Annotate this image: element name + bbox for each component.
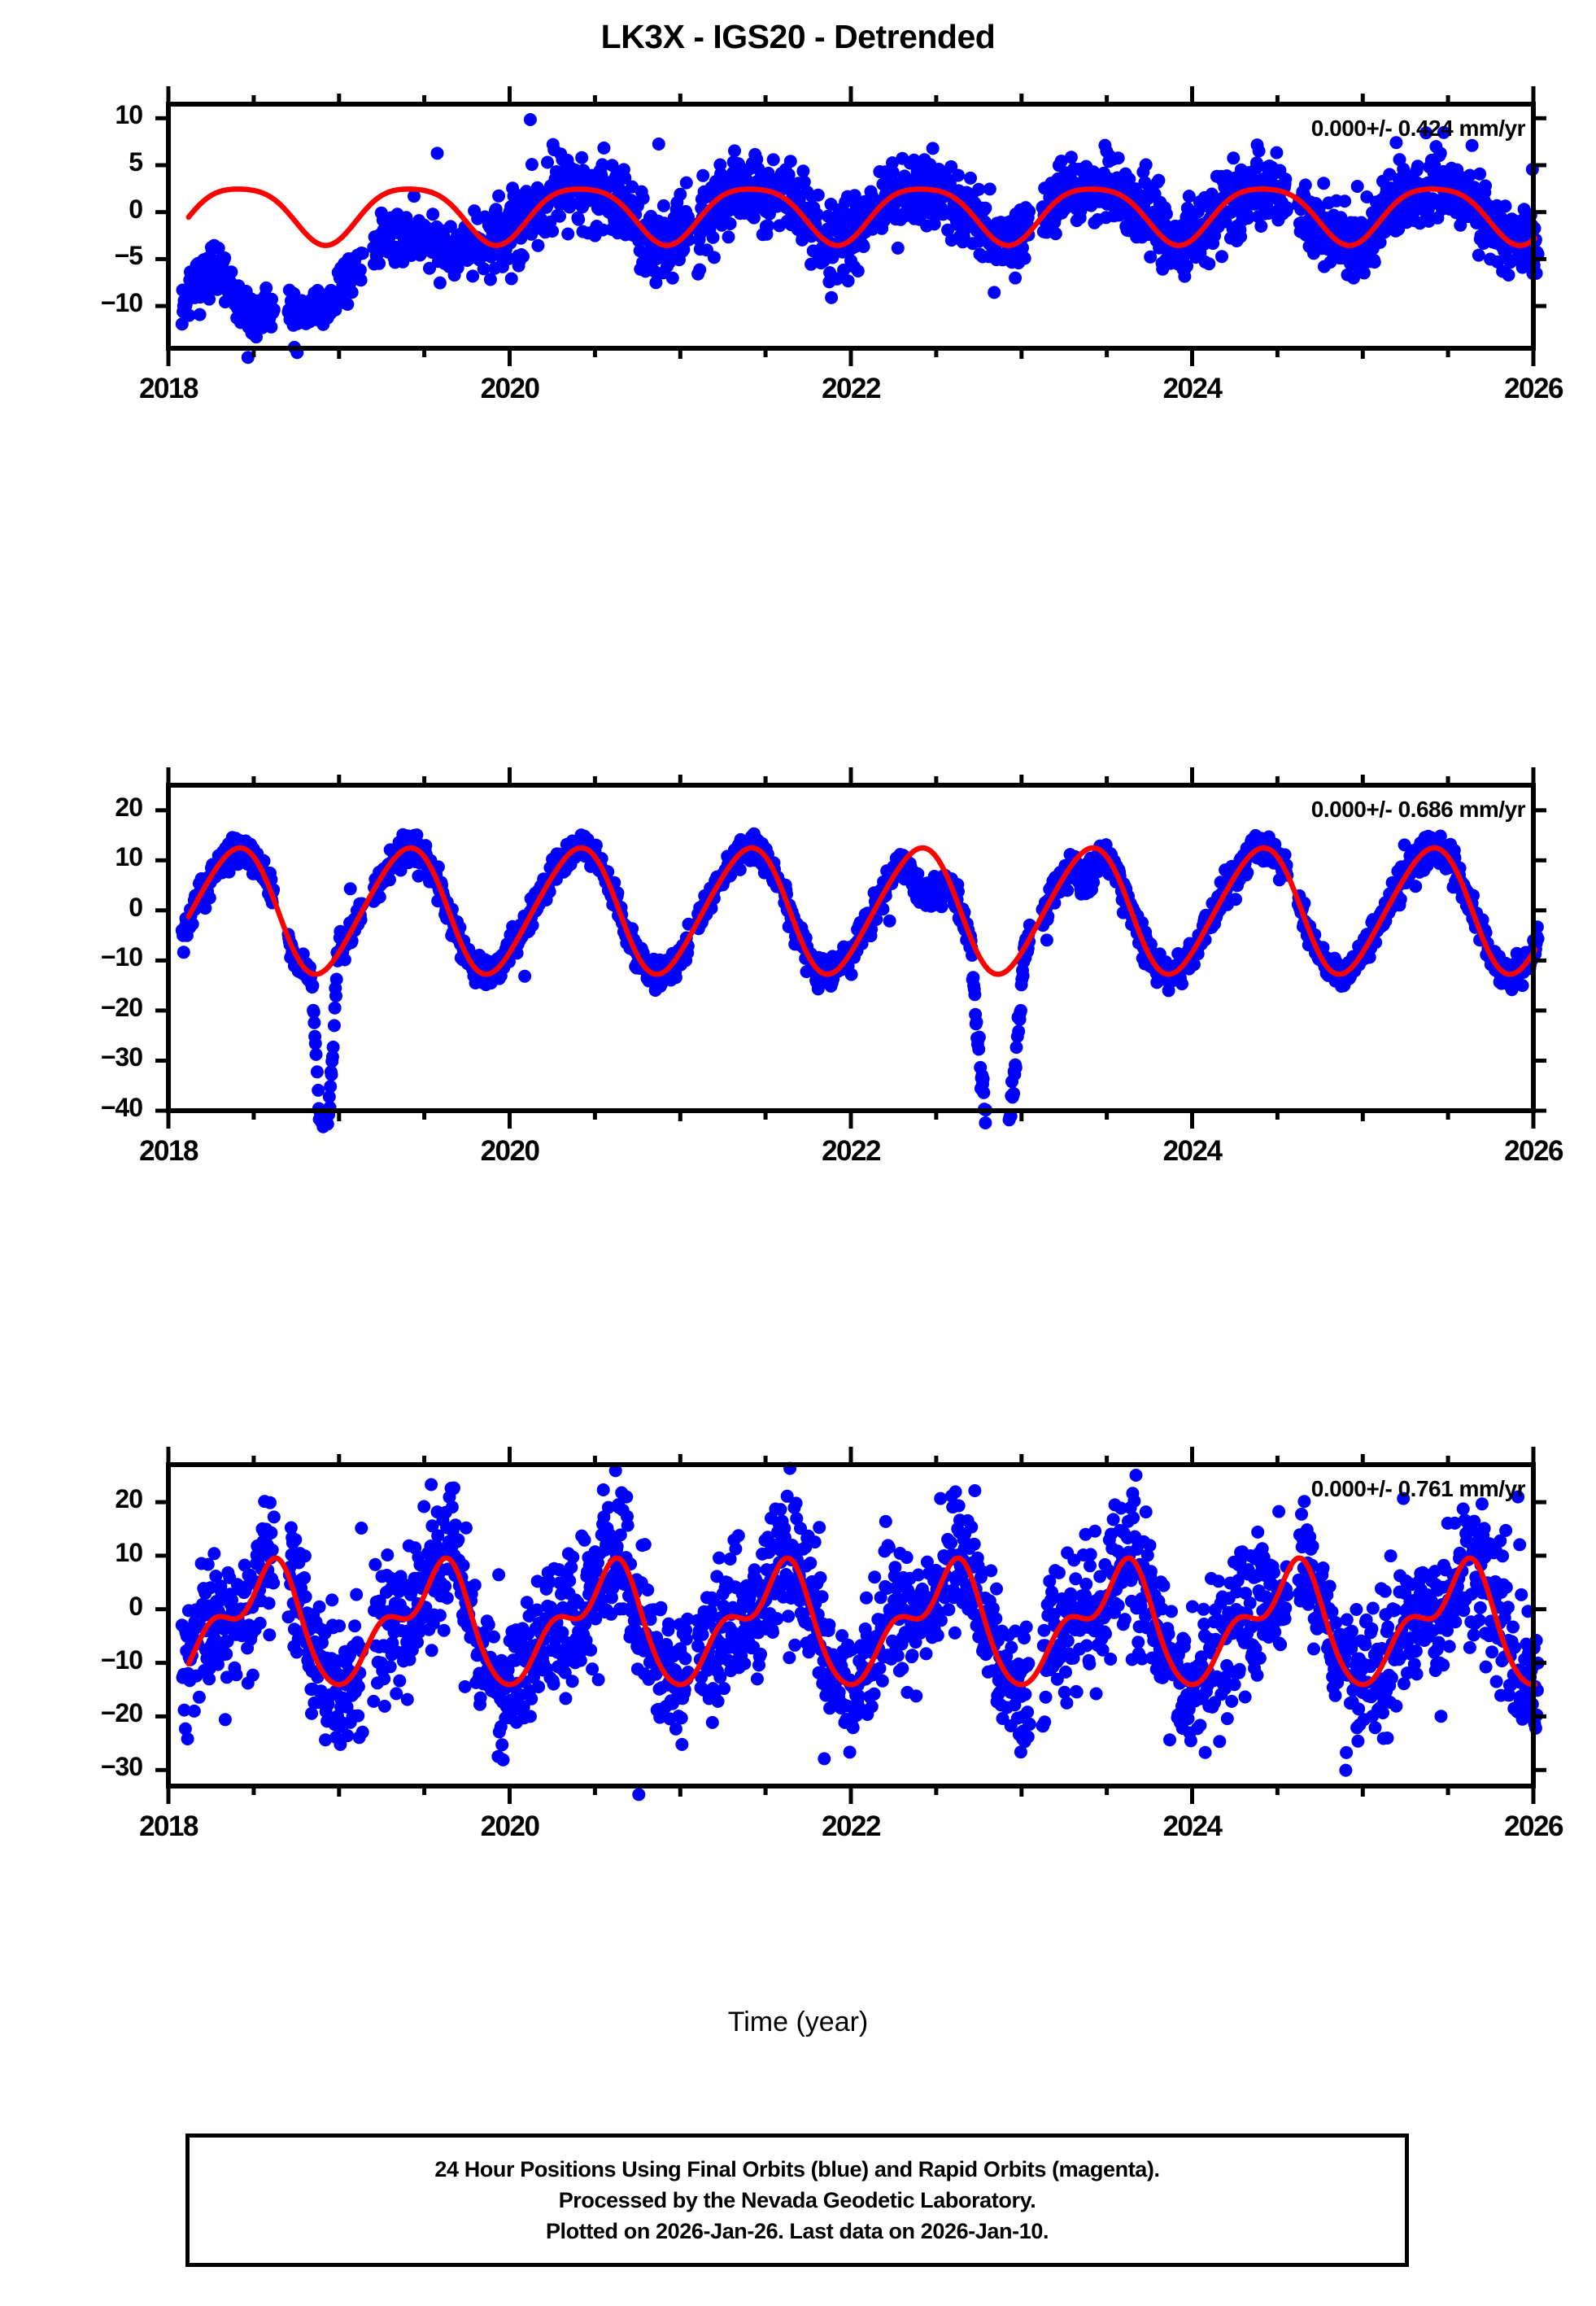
east-plot-svg [155,86,1546,366]
up-data-points [175,1461,1545,1802]
x-tick-label-north: 2022 [822,1135,881,1167]
y-tick-label-north: 10 [115,842,143,872]
x-tick-label-east: 2026 [1504,373,1563,404]
y-tick-label-east: −5 [114,241,143,271]
up-y-ticks [155,1500,1546,1772]
rate-annotation-up: 0.000+/- 0.761 mm/yr [1310,1476,1526,1501]
y-tick-label-east: 0 [129,194,143,224]
y-tick-label-north: 20 [115,792,143,822]
north-x-ticks [166,767,1536,1129]
x-tick-label-up: 2022 [822,1810,881,1842]
east-data-points [175,113,1545,365]
rate-annotation-north: 0.000+/- 0.686 mm/yr [1310,797,1526,822]
x-tick-label-east: 2020 [480,373,540,404]
x-tick-label-north: 2020 [480,1135,540,1167]
caption-line-2: Processed by the Nevada Geodetic Laborat… [558,2187,1036,2212]
y-tick-label-up: −30 [100,1752,143,1782]
caption-line-3: Plotted on 2026-Jan-26. Last data on 202… [545,2219,1049,2244]
north-plot-svg [155,767,1546,1133]
caption-box: 24 Hour Positions Using Final Orbits (bl… [185,2133,1409,2267]
panel-north [136,753,1566,1143]
rate-annotation-east: 0.000+/- 0.424 mm/yr [1310,116,1526,141]
x-tick-label-north: 2024 [1162,1135,1223,1167]
y-tick-label-up: −20 [100,1698,143,1728]
x-tick-label-up: 2026 [1504,1810,1563,1842]
y-tick-label-north: −30 [100,1042,143,1072]
y-tick-label-north: −10 [100,942,143,972]
y-tick-label-east: 5 [129,147,143,177]
y-tick-label-up: 0 [129,1591,143,1621]
x-tick-label-north: 2026 [1504,1135,1563,1167]
north-model-curve [185,845,1538,977]
x-tick-label-east: 2022 [822,373,881,404]
up-x-ticks [166,1447,1536,1804]
east-model-curve [185,186,1538,248]
page-title: LK3X - IGS20 - Detrended [600,18,996,55]
x-tick-label-east: 2024 [1162,373,1223,404]
east-y-ticks [155,116,1546,308]
north-y-ticks [155,808,1546,1113]
up-plot-svg [155,1447,1546,1804]
y-tick-label-up: −10 [100,1644,143,1675]
x-tick-label-up: 2020 [480,1810,540,1842]
x-axis-label: Time (year) [727,2007,869,2037]
panel-east [136,72,1566,381]
caption-line-1: 24 Hour Positions Using Final Orbits (bl… [434,2156,1160,2182]
east-x-ticks [166,86,1536,366]
y-tick-label-up: 20 [115,1484,143,1514]
y-tick-label-north: −20 [100,992,143,1022]
x-tick-label-east: 2018 [139,373,198,404]
y-tick-label-north: 0 [129,892,143,922]
x-tick-label-up: 2018 [139,1810,198,1842]
y-tick-label-east: 10 [115,100,143,130]
panel-up [136,1432,1566,1819]
y-tick-label-north: −40 [100,1093,143,1122]
y-tick-label-east: −10 [100,288,143,318]
up-model-curve [185,1555,1538,1688]
y-tick-label-up: 10 [115,1537,143,1567]
x-tick-label-north: 2018 [139,1135,198,1167]
x-tick-label-up: 2024 [1162,1810,1223,1842]
